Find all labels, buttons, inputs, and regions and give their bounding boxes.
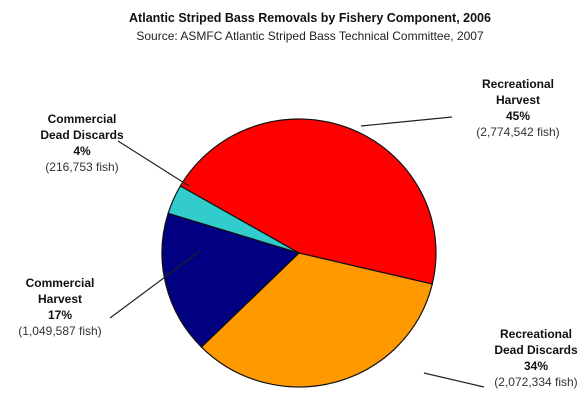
chart-subtitle: Source: ASMFC Atlantic Striped Bass Tech…: [136, 29, 484, 43]
slice-label: Commercial Dead Discards 4% (216,753 fish): [40, 112, 124, 174]
slice-label: Recreational Harvest 45% (2,774,542 fish): [476, 77, 559, 139]
slice-count-label: (216,753 fish): [45, 160, 118, 174]
slice-percent-label: 17%: [48, 308, 72, 322]
pie-slices: [161, 118, 437, 388]
slice-name-label: Recreational: [500, 327, 572, 341]
slice-labels: Recreational Harvest 45% (2,774,542 fish)Re…: [18, 77, 578, 389]
slice-label: Recreational Dead Discards 34% (2,072,334 f…: [494, 327, 578, 389]
slice-name-label: Harvest: [38, 292, 82, 306]
slice-percent-label: 45%: [506, 109, 530, 123]
slice-percent-label: 34%: [524, 359, 548, 373]
pie-slice-recreational-dead-discards: [200, 252, 434, 388]
leader-lines: [109, 116, 485, 388]
slice-name-label: Dead Discards: [40, 128, 124, 142]
slice-name-label: Harvest: [496, 93, 540, 107]
slice-name-label: Commercial: [48, 112, 117, 126]
pie-slice-commercial-harvest: [161, 212, 301, 348]
chart-title: Atlantic Striped Bass Removals by Fisher…: [129, 11, 491, 25]
slice-count-label: (2,774,542 fish): [476, 125, 559, 139]
slice-count-label: (1,049,587 fish): [18, 324, 101, 338]
slice-name-label: Recreational: [482, 77, 554, 91]
slice-count-label: (2,072,334 fish): [494, 375, 577, 389]
pie-slice-recreational-harvest: [179, 118, 437, 285]
leader-line: [360, 116, 453, 127]
slice-name-label: Commercial: [26, 276, 95, 290]
leader-line: [117, 140, 190, 187]
leader-line: [109, 250, 201, 319]
pie-slice-commercial-dead-discards: [167, 185, 300, 254]
leader-line: [423, 372, 485, 388]
slice-name-label: Dead Discards: [494, 343, 578, 357]
slice-percent-label: 4%: [73, 144, 91, 158]
slice-label: Commercial Harvest 17% (1,049,587 fish): [18, 276, 101, 338]
